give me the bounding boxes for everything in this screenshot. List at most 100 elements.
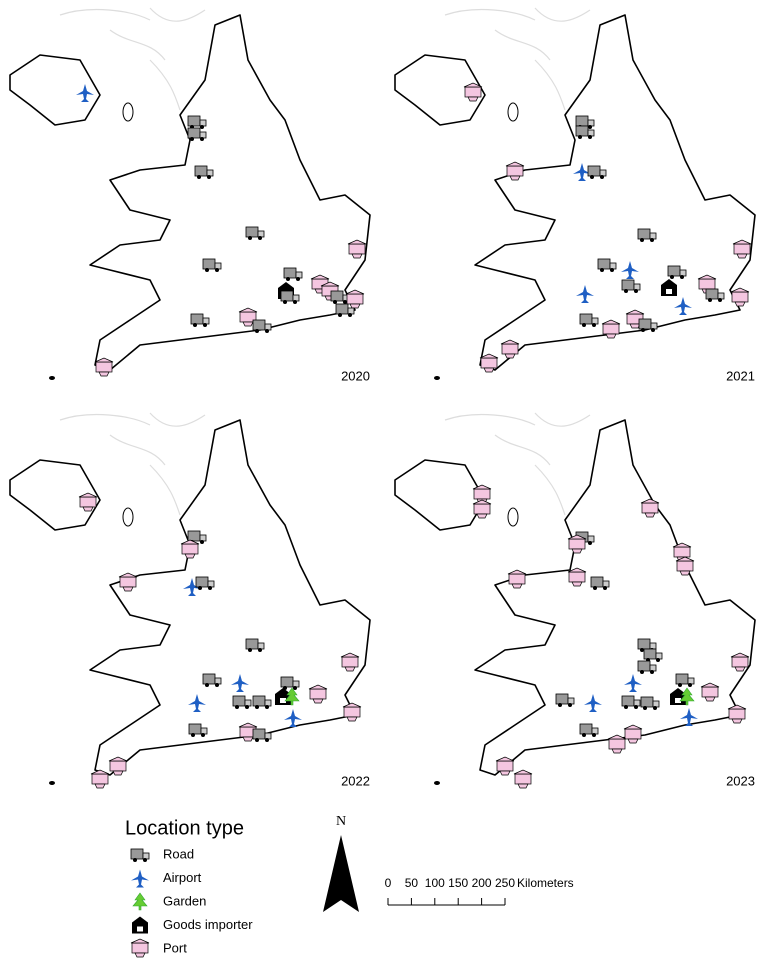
location-marker [732, 239, 752, 259]
location-marker [108, 756, 128, 776]
location-marker [90, 769, 110, 789]
north-arrow [323, 835, 359, 912]
location-marker [579, 723, 599, 738]
location-marker [675, 556, 695, 576]
map-panel: 2023 [394, 412, 756, 789]
scale-label: 200 [472, 876, 492, 890]
year-label: 2023 [726, 773, 755, 788]
location-marker [463, 82, 483, 102]
location-marker [252, 319, 272, 334]
location-marker [513, 769, 533, 789]
location-marker [667, 265, 687, 280]
map-panel: 2021 [394, 7, 756, 383]
legend-title: Location type [125, 817, 244, 839]
scale-label: 150 [448, 876, 468, 890]
map-panel: 2022 [9, 412, 371, 789]
legend-icon [132, 892, 148, 911]
location-marker [590, 576, 610, 591]
legend-icon [132, 916, 148, 934]
location-marker [280, 676, 300, 691]
location-marker [727, 704, 747, 724]
location-marker [284, 709, 302, 727]
legend-label: Goods importer [163, 917, 253, 932]
location-marker [505, 161, 525, 181]
location-marker [190, 313, 210, 328]
legend-label: Port [163, 940, 187, 955]
location-marker [76, 84, 94, 102]
location-marker [187, 115, 207, 130]
location-marker [340, 652, 360, 672]
location-marker [187, 127, 207, 142]
location-marker [576, 285, 594, 303]
location-marker [661, 279, 677, 296]
location-marker [507, 569, 527, 589]
scale-unit: Kilometers [517, 876, 574, 890]
legend-label: Airport [163, 870, 202, 885]
location-marker [607, 734, 627, 754]
location-marker [637, 228, 657, 243]
location-marker [579, 313, 599, 328]
location-marker [202, 258, 222, 273]
location-marker [308, 684, 328, 704]
location-marker [252, 695, 272, 710]
legend-icon [130, 938, 150, 958]
location-marker [555, 693, 575, 708]
location-marker [700, 682, 720, 702]
location-marker [567, 567, 587, 587]
location-marker [584, 694, 602, 712]
location-marker [194, 165, 214, 180]
legend-label: Garden [163, 893, 206, 908]
location-marker [730, 652, 750, 672]
location-marker [347, 239, 367, 259]
scale-label: 250 [495, 876, 515, 890]
location-marker [623, 724, 643, 744]
coastline [394, 412, 756, 786]
location-marker [195, 576, 215, 591]
location-marker [640, 498, 660, 518]
legend-icon [131, 869, 149, 888]
location-marker [567, 534, 587, 554]
location-marker [245, 226, 265, 241]
scale-label: 50 [405, 876, 419, 890]
location-marker [180, 539, 200, 559]
coastline [9, 7, 371, 381]
location-marker [643, 648, 663, 663]
location-marker [280, 290, 300, 305]
scale-label: 0 [385, 876, 392, 890]
location-marker [231, 674, 249, 692]
location-marker [118, 572, 138, 592]
location-marker [94, 357, 114, 377]
location-marker [705, 288, 725, 303]
year-label: 2021 [726, 368, 755, 383]
location-marker [621, 279, 641, 294]
location-marker [188, 723, 208, 738]
location-marker [500, 339, 520, 359]
location-marker [621, 695, 641, 710]
coastline [394, 7, 756, 381]
location-marker [188, 694, 206, 712]
location-marker [283, 267, 303, 282]
location-marker [245, 638, 265, 653]
scale-label: 100 [425, 876, 445, 890]
location-marker [597, 258, 617, 273]
location-marker [252, 728, 272, 743]
location-marker [624, 674, 642, 692]
location-marker [640, 696, 660, 711]
location-marker [675, 673, 695, 688]
location-marker [674, 297, 692, 315]
legend-icon [130, 848, 150, 863]
location-marker [345, 289, 365, 309]
location-marker [587, 165, 607, 180]
location-marker [232, 695, 252, 710]
location-marker [637, 660, 657, 675]
location-marker [342, 702, 362, 722]
year-label: 2022 [341, 773, 370, 788]
location-marker [621, 261, 639, 279]
map-panel: 2020 [9, 7, 371, 383]
location-marker [202, 673, 222, 688]
legend-label: Road [163, 846, 194, 861]
location-marker [730, 287, 750, 307]
north-label: N [336, 814, 346, 829]
year-label: 2020 [341, 368, 370, 383]
